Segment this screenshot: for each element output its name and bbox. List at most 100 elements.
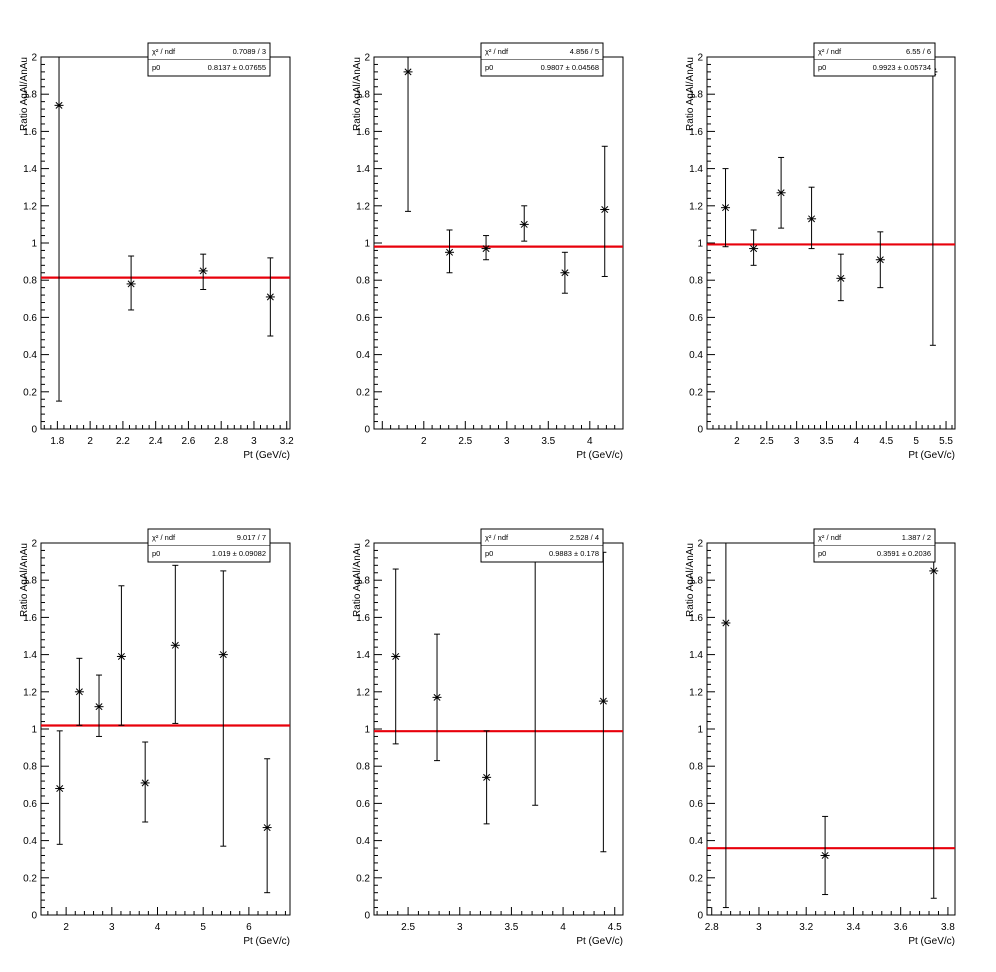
data-point [55,730,65,845]
fit-stats-box: χ² / ndf 4.856 / 5 p0 0.9807 ± 0.04568 [480,42,604,77]
x-tick-label: 6 [246,922,252,933]
y-tick-label: 0.8 [23,276,37,287]
data-point [116,585,126,726]
x-tick-label: 3.5 [541,436,555,447]
y-tick-label: 0.6 [23,799,37,810]
y-tick-label: 0.6 [356,799,370,810]
y-tick-label: 0 [364,911,370,922]
y-axis-title: Ratio AgAl/AnAu [19,543,30,617]
y-tick-label: 1.4 [356,650,370,661]
star-marker-d2 [171,641,179,649]
chi2-value: 6.55 / 6 [906,47,931,56]
data-point [560,251,570,294]
x-tick-label: 3.6 [894,922,908,933]
y-tick-label: 0.4 [356,350,370,361]
x-tick-label: 4.5 [608,922,622,933]
x-tick-label: 3 [794,436,800,447]
x-tick-label: 2.8 [705,922,719,933]
y-tick-label: 0.4 [689,836,703,847]
star-marker-d2 [75,688,83,696]
chart-panel-4: 0 0.2 0.4 0.6 0.8 1 1.2 1.4 1.6 1.8 2 2 3 4 5 6 Pt (GeV/… [19,528,291,947]
fit-stats-box: χ² / ndf 9.017 / 7 p0 1.019 ± 0.09082 [147,528,271,563]
p0-value: 1.019 ± 0.09082 [212,549,266,558]
y-tick-label: 1.6 [23,613,37,624]
data-point [721,168,731,248]
x-tick-label: 3.4 [846,922,860,933]
x-tick-label: 3 [457,922,463,933]
y-tick-label: 2 [364,539,370,550]
x-tick-label: 3 [504,436,510,447]
p0-label: p0 [818,549,826,558]
star-marker-d2 [127,280,135,288]
fit-stats-box: χ² / ndf 0.7089 / 3 p0 0.8137 ± 0.07655 [147,42,271,77]
x-axis-title: Pt (GeV/c) [576,450,623,461]
y-tick-label: 1.2 [23,687,37,698]
y-tick-label: 1.8 [689,90,703,101]
y-axis-title: Ratio AgAl/AnAu [685,543,696,617]
x-tick-label: 3.2 [799,922,813,933]
x-tick-label: 4 [560,922,566,933]
y-tick-label: 0.8 [356,762,370,773]
x-tick-label: 5.5 [939,436,953,447]
y-tick-label: 0 [697,425,703,436]
plot-frame [373,56,624,430]
y-tick-label: 0.4 [23,350,37,361]
star-marker-d2 [821,851,829,859]
data-point [94,674,104,737]
x-tick-label: 2.6 [181,436,195,447]
data-point [749,229,759,266]
x-tick-label: 2.4 [149,436,163,447]
data-point [170,564,180,724]
data-point [198,253,208,290]
x-tick-label: 4 [854,436,860,447]
x-tick-label: 2.5 [458,436,472,447]
y-tick-label: 0.2 [23,387,37,398]
y-tick-label: 2 [697,53,703,64]
data-point [445,229,455,274]
y-tick-label: 1 [364,725,370,736]
y-tick-label: 1.2 [356,201,370,212]
p0-value: 0.9923 ± 0.05734 [873,63,931,72]
y-tick-label: 1.6 [23,127,37,138]
star-marker-d2 [601,206,609,214]
star-marker-d2 [482,245,490,253]
star-marker-d2 [117,652,125,660]
p0-value: 0.8137 ± 0.07655 [208,63,266,72]
x-tick-label: 5 [200,922,206,933]
chart-panel-3: 0 0.2 0.4 0.6 0.8 1 1.2 1.4 1.6 1.8 2 2 2.5 3 3.5 4 4.5 5… [685,42,956,461]
chi2-label: χ² / ndf [152,533,176,542]
star-marker-d2 [520,220,528,228]
star-marker-d2 [930,567,938,575]
star-marker-d2 [404,68,412,76]
chi2-value: 9.017 / 7 [237,533,266,542]
data-point [721,543,731,909]
star-marker-d2 [750,245,758,253]
x-tick-label: 2 [87,436,93,447]
y-tick-label: 1.6 [356,613,370,624]
star-marker-d2 [483,773,491,781]
y-tick-label: 0 [31,911,37,922]
data-point [126,255,136,311]
y-axis-title: Ratio AgAl/AnAu [19,57,30,131]
fit-stats-box: χ² / ndf 1.387 / 2 p0 0.3591 ± 0.2036 [813,528,936,563]
star-marker-d2 [263,824,271,832]
chi2-label: χ² / ndf [818,47,842,56]
y-tick-label: 0.6 [356,313,370,324]
chi2-label: χ² / ndf [152,47,176,56]
x-axis-title: Pt (GeV/c) [908,936,955,947]
x-tick-label: 2.2 [116,436,130,447]
y-tick-label: 2 [364,53,370,64]
data-point [262,758,272,894]
data-point [54,57,64,402]
chi2-label: χ² / ndf [485,533,509,542]
chi2-value: 1.387 / 2 [902,533,931,542]
star-marker-d2 [722,619,730,627]
star-marker-d2 [433,693,441,701]
y-tick-label: 0.2 [689,873,703,884]
y-tick-label: 0.2 [356,873,370,884]
star-marker-d2 [266,293,274,301]
y-tick-label: 0.6 [689,799,703,810]
y-tick-label: 1.2 [23,201,37,212]
x-tick-label: 2.5 [760,436,774,447]
